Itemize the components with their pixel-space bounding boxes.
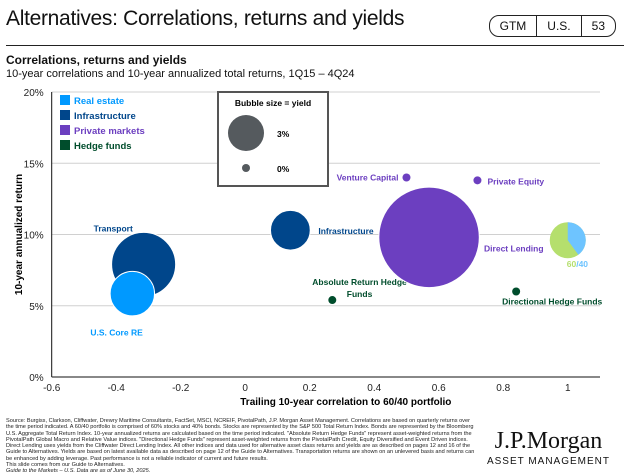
footnote-line2: This slide comes from our Guide to Alter… bbox=[6, 462, 125, 469]
x-tick-label: 0.6 bbox=[432, 383, 446, 394]
legend-swatch bbox=[60, 140, 70, 150]
bubble-label: Directional Hedge Funds bbox=[502, 297, 602, 307]
jpmorgan-logo: J.P.Morgan ASSET MANAGEMENT bbox=[487, 428, 610, 467]
x-tick-label: 1 bbox=[565, 383, 571, 394]
bubble-label: Venture Capital bbox=[337, 173, 399, 183]
bubble-label: U.S. Core RE bbox=[90, 328, 143, 338]
slide-badge: GTM U.S. 53 bbox=[488, 15, 616, 37]
x-tick-label: -0.6 bbox=[43, 383, 61, 394]
bubble-label: Absolute Return Hedge bbox=[312, 277, 407, 287]
x-tick-label: 0.2 bbox=[303, 383, 317, 394]
y-tick-label: 10% bbox=[24, 231, 44, 242]
size-legend-label: 3% bbox=[277, 129, 290, 139]
legend-label: Infrastructure bbox=[74, 111, 136, 122]
footnote-source: Source: Burgiss, Clarkson, Cliffwater, D… bbox=[6, 418, 475, 462]
bubble-absolute-return-hedge-funds bbox=[328, 296, 337, 305]
x-axis-label: Trailing 10-year correlation to 60/40 po… bbox=[240, 397, 451, 408]
badge-gtm: GTM bbox=[499, 19, 527, 33]
badge-page: 53 bbox=[580, 16, 615, 36]
bubble-label: Private Equity bbox=[487, 176, 544, 186]
bubble-label: Infrastructure bbox=[318, 226, 374, 236]
portfolio-label: 60/40 bbox=[567, 259, 589, 269]
portfolio-label-stocks: 60 bbox=[567, 259, 577, 269]
x-tick-label: 0.8 bbox=[496, 383, 510, 394]
y-axis-label: 10-year annualized return bbox=[14, 174, 25, 295]
size-legend-title: Bubble size = yield bbox=[235, 98, 311, 108]
y-tick-label: 5% bbox=[29, 302, 44, 313]
x-tick-label: -0.4 bbox=[108, 383, 126, 394]
bubble-label: Funds bbox=[347, 289, 373, 299]
size-legend-bubble-0 bbox=[242, 164, 250, 172]
size-legend-label: 0% bbox=[277, 164, 290, 174]
pie-slice-bonds bbox=[567, 222, 586, 255]
logo-name: J.P.Morgan bbox=[494, 428, 603, 454]
page-title: Alternatives: Correlations, returns and … bbox=[6, 7, 405, 30]
bubble-private-equity bbox=[473, 176, 482, 185]
x-tick-label: 0 bbox=[242, 383, 248, 394]
bubble-infrastructure bbox=[269, 209, 311, 251]
x-tick-label: 0.4 bbox=[367, 383, 381, 394]
logo-tagline: ASSET MANAGEMENT bbox=[486, 456, 610, 467]
y-tick-label: 15% bbox=[24, 159, 44, 170]
bubble-u-s-core-re bbox=[109, 270, 156, 317]
chart-subtitle: 10-year correlations and 10-year annuali… bbox=[6, 68, 355, 80]
legend-swatch bbox=[60, 110, 70, 120]
bubble-label: Direct Lending bbox=[484, 243, 544, 253]
chart-title: Correlations, returns and yields bbox=[6, 53, 187, 67]
legend-label: Private markets bbox=[74, 126, 145, 137]
bubble-venture-capital bbox=[402, 173, 411, 182]
size-legend-bubble-3 bbox=[227, 114, 265, 152]
legend-swatch bbox=[60, 95, 70, 105]
footnote-line3: Guide to the Markets – U.S. Data are as … bbox=[6, 468, 151, 475]
footnote: Source: Burgiss, Clarkson, Cliffwater, D… bbox=[6, 418, 476, 475]
y-tick-label: 0% bbox=[29, 373, 44, 384]
bubble-directional-hedge-funds bbox=[512, 287, 521, 296]
bubble-label: Transport bbox=[94, 223, 133, 233]
bubble-direct-lending bbox=[378, 186, 480, 289]
badge-region: U.S. bbox=[536, 16, 580, 36]
bubble-chart: 0% 5% 10% 15% 20% -0.6 -0.4 -0.2 0 0.2 0.4 0.6 0.8 1 T… bbox=[14, 88, 603, 408]
legend-label: Real estate bbox=[74, 96, 124, 107]
title-divider bbox=[6, 45, 624, 46]
legend-label: Hedge funds bbox=[74, 141, 132, 152]
legend-swatch bbox=[60, 125, 70, 135]
y-tick-label: 20% bbox=[24, 88, 44, 99]
portfolio-label-bonds: /40 bbox=[576, 259, 588, 269]
x-tick-label: -0.2 bbox=[172, 383, 190, 394]
